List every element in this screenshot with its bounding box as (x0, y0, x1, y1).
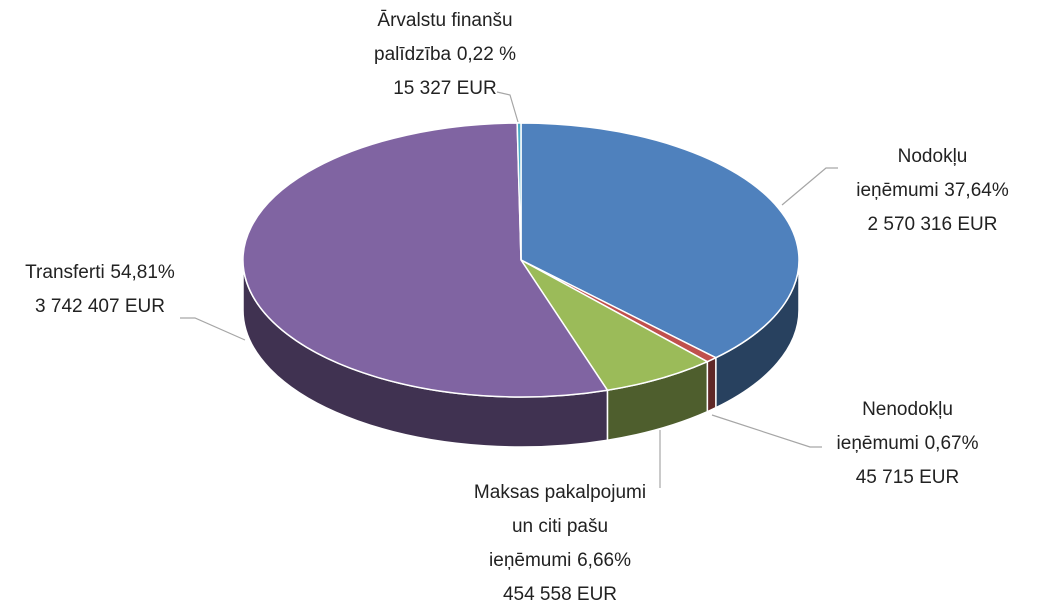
amount-label: 15 327 EUR (393, 78, 497, 99)
slice-side (706, 356, 717, 413)
slice-label: Nenodokļu ieņēmumi 0,67% 45 715 EUR (825, 393, 990, 495)
value-label: 0,67% (924, 433, 979, 454)
category-label: Nodokļu ieņēmumi (856, 146, 968, 201)
value-label: 0,22 % (456, 44, 516, 65)
slice-label: Maksas pakalpojumi un citi pašu ieņēmumi… (465, 476, 655, 600)
amount-label: 3 742 407 EUR (35, 296, 165, 317)
amount-label: 2 570 316 EUR (867, 214, 998, 235)
leader-line (781, 167, 838, 206)
slice (242, 122, 609, 398)
amount-label: 45 715 EUR (855, 467, 960, 488)
slice (516, 122, 522, 261)
category-label: Maksas pakalpojumi un citi pašu ieņēmumi (473, 482, 647, 571)
value-label: 37,64% (944, 180, 1009, 201)
leader-line (711, 414, 822, 448)
category-label: Transferti (25, 262, 105, 283)
leader-line (496, 91, 519, 123)
category-label: Nenodokļu ieņēmumi (836, 399, 953, 454)
value-label: 6,66% (577, 550, 631, 571)
slice (520, 259, 710, 392)
slice-label: Transferti 54,81% 3 742 407 EUR (0, 256, 200, 324)
value-label: 54,81% (110, 262, 175, 283)
slice-label: Ārvalstu finanšu palīdzība 0,22 % 15 327 E… (345, 4, 545, 106)
leader-line (180, 317, 246, 341)
category-label: Ārvalstu finanšu palīdzība (374, 10, 513, 65)
slice (520, 122, 800, 359)
slice-label: Nodokļu ieņēmumi 37,64% 2 570 316 EUR (835, 140, 1030, 242)
amount-label: 454 558 EUR (502, 584, 618, 600)
